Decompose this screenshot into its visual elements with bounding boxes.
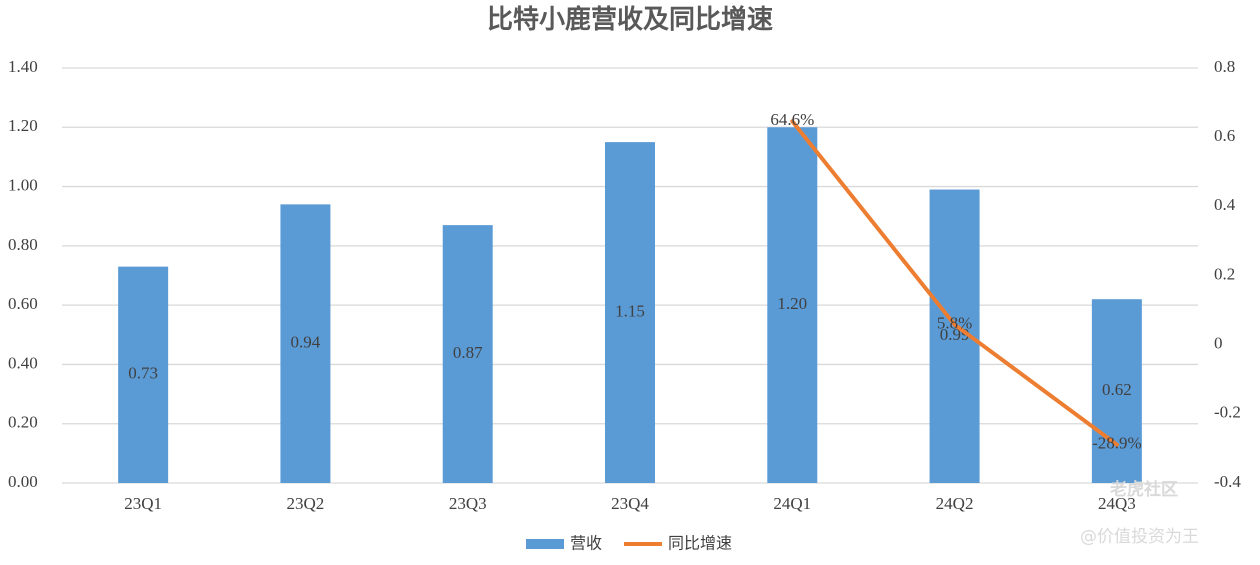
y2-tick-label: -0.4 bbox=[1214, 472, 1241, 491]
line-value-label: 64.6% bbox=[770, 110, 814, 129]
y-tick-label: 1.20 bbox=[8, 116, 38, 135]
y-tick-label: 0.00 bbox=[8, 472, 38, 491]
bar-value-label: 0.94 bbox=[291, 333, 321, 352]
bar bbox=[118, 266, 169, 483]
y-tick-label: 0.40 bbox=[8, 353, 38, 372]
y2-tick-label: -0.2 bbox=[1214, 403, 1241, 422]
legend-label: 营收 bbox=[570, 534, 602, 553]
bar-value-label: 0.73 bbox=[128, 364, 158, 383]
x-tick-label: 23Q2 bbox=[287, 494, 325, 513]
x-tick-label: 24Q1 bbox=[773, 494, 811, 513]
watermark: @价值投资为王 bbox=[1080, 527, 1199, 547]
y2-tick-label: 0.2 bbox=[1214, 264, 1235, 283]
y2-tick-label: 0.6 bbox=[1214, 126, 1235, 145]
bar-value-label: 1.20 bbox=[777, 294, 807, 313]
legend-swatch bbox=[526, 539, 564, 549]
bar-value-label: 0.62 bbox=[1102, 380, 1132, 399]
y-tick-label: 0.80 bbox=[8, 235, 38, 254]
y-tick-label: 1.40 bbox=[8, 57, 38, 76]
line bbox=[790, 119, 1119, 447]
x-tick-label: 24Q2 bbox=[936, 494, 974, 513]
y-tick-label: 1.00 bbox=[8, 175, 38, 194]
legend-label: 同比增速 bbox=[668, 534, 732, 553]
bar bbox=[605, 142, 655, 483]
y-tick-label: 0.60 bbox=[8, 294, 38, 313]
bar-value-label: 0.87 bbox=[453, 343, 483, 362]
y-tick-label: 0.20 bbox=[8, 413, 38, 432]
watermark: 老虎社区 bbox=[1109, 479, 1178, 500]
x-tick-label: 24Q3 bbox=[1098, 494, 1136, 513]
bar bbox=[1091, 299, 1142, 483]
y2-tick-label: 0.8 bbox=[1214, 57, 1235, 76]
x-tick-label: 23Q4 bbox=[611, 494, 649, 513]
line-value-label: -28.9% bbox=[1092, 434, 1142, 453]
x-tick-label: 23Q3 bbox=[449, 494, 487, 513]
bar bbox=[767, 127, 818, 484]
chart-title: 比特小鹿营收及同比增速 bbox=[487, 4, 773, 34]
line-value-label: 5.8% bbox=[937, 314, 972, 333]
bar bbox=[280, 204, 331, 483]
bar-value-label: 1.15 bbox=[615, 301, 645, 320]
y2-tick-label: 0 bbox=[1214, 334, 1223, 353]
bar bbox=[442, 225, 493, 483]
y2-tick-label: 0.4 bbox=[1214, 195, 1236, 214]
x-tick-label: 23Q1 bbox=[124, 494, 162, 513]
